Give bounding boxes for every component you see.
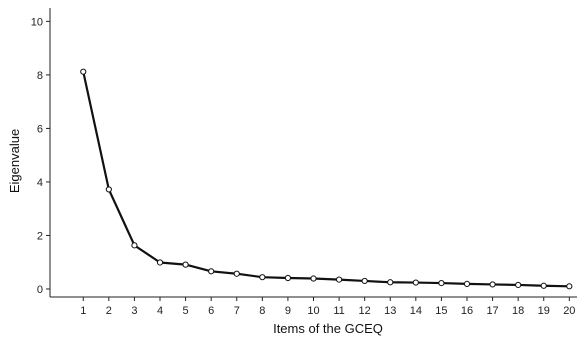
data-point xyxy=(259,274,266,281)
x-tick-label: 8 xyxy=(259,305,265,317)
x-tick-label: 15 xyxy=(435,305,447,317)
y-tick-label: 10 xyxy=(31,16,43,28)
x-axis: 1 2 3 4 5 6 7 8 9 10 11 12 13 14 15 16 17 18 19 20 xyxy=(50,296,577,317)
x-tick-label: 20 xyxy=(563,305,575,317)
data-point xyxy=(438,279,445,287)
data-point xyxy=(233,270,240,277)
x-tick-label: 7 xyxy=(234,305,240,317)
y-tick-label: 4 xyxy=(37,177,43,189)
x-tick-label: 19 xyxy=(538,305,550,317)
data-point xyxy=(489,281,496,288)
x-tick-label: 1 xyxy=(80,305,86,317)
x-tick-label: 17 xyxy=(486,305,498,317)
plot-area xyxy=(80,68,573,290)
data-point xyxy=(361,277,368,285)
data-point xyxy=(463,280,471,287)
x-tick-label: 2 xyxy=(106,305,112,317)
x-tick-label: 4 xyxy=(157,305,163,317)
x-tick-label: 14 xyxy=(410,305,422,317)
data-point xyxy=(105,186,112,193)
x-tick-label: 10 xyxy=(307,305,319,317)
y-tick-label: 6 xyxy=(37,123,43,135)
y-tick-label: 2 xyxy=(37,230,43,242)
data-point xyxy=(566,283,573,290)
y-tick-label: 8 xyxy=(37,70,43,82)
eigenvalue-line xyxy=(82,71,570,288)
x-tick-label: 3 xyxy=(131,305,137,317)
y-tick-label: 0 xyxy=(37,284,43,296)
x-tick-label: 13 xyxy=(384,305,396,317)
data-point xyxy=(80,68,87,75)
data-point xyxy=(131,242,138,249)
x-tick-label: 5 xyxy=(183,305,189,317)
data-point xyxy=(284,274,292,282)
x-tick-label: 12 xyxy=(359,305,371,317)
data-point xyxy=(182,261,189,268)
data-point xyxy=(208,268,215,275)
data-point xyxy=(387,279,394,286)
data-point xyxy=(335,276,343,283)
data-point xyxy=(515,281,522,289)
data-point xyxy=(412,279,419,286)
data-point xyxy=(310,275,317,282)
x-axis-title: Items of the GCEQ xyxy=(273,321,383,336)
data-point xyxy=(540,282,547,289)
x-tick-label: 9 xyxy=(285,305,291,317)
x-tick-label: 18 xyxy=(512,305,524,317)
x-tick-label: 11 xyxy=(333,305,344,317)
y-axis: 0 2 4 6 8 10 xyxy=(31,8,51,297)
y-axis-title: Eigenvalue xyxy=(7,129,22,193)
x-tick-label: 6 xyxy=(208,305,214,317)
data-point xyxy=(156,259,164,266)
x-tick-label: 16 xyxy=(461,305,473,317)
